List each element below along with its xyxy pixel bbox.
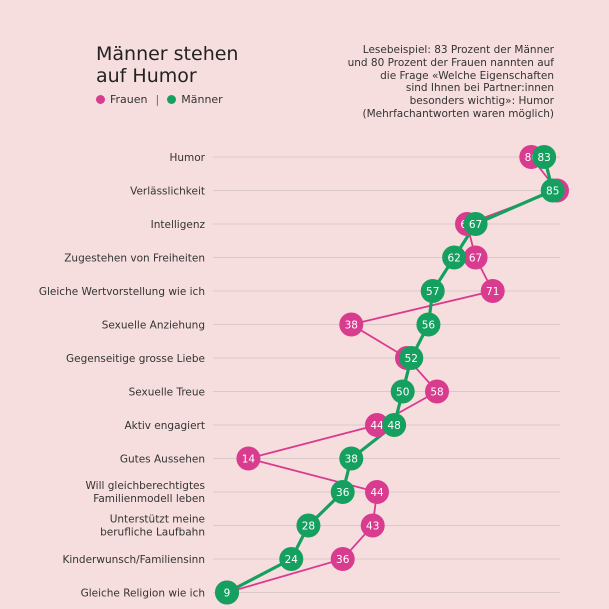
women-data-label: 14 [242, 453, 256, 465]
legend-separator: | [155, 93, 160, 106]
men-data-label: 52 [405, 353, 418, 365]
men-data-label: 67 [469, 219, 482, 231]
women-point [365, 480, 389, 504]
women-series-line [226, 156, 559, 594]
women-data-label: 36 [336, 554, 350, 566]
category-label: Unterstützt meine berufliche Laufbahn [100, 514, 205, 539]
category-label: Intelligenz [151, 219, 206, 231]
men-data-label: 85 [546, 185, 559, 197]
women-data-label: 44 [370, 420, 384, 432]
category-label: Verlässlichkeit [130, 185, 205, 197]
category-label: Sexuelle Treue [129, 386, 205, 398]
legend-men-label: Männer [181, 93, 223, 106]
title-line-1: Männer stehen [96, 43, 239, 65]
women-point [463, 245, 488, 270]
men-data-label: 50 [396, 386, 409, 398]
men-data-label: 83 [537, 152, 550, 164]
men-data-label: 62 [447, 252, 460, 264]
women-data-label: 71 [486, 286, 499, 298]
category-label: Gleiche Religion wie ich [81, 587, 205, 599]
note-line: und 80 Prozent der Frauen nannten auf [347, 56, 554, 69]
legend: Frauen | Männer [96, 93, 223, 106]
men-point [540, 178, 565, 203]
women-point [365, 413, 389, 437]
men-data-label: 56 [422, 319, 436, 331]
men-point [279, 547, 304, 571]
title-line-2: auf Humor [96, 65, 197, 87]
women-point [236, 446, 261, 471]
chart-title: Männer stehen auf Humor [96, 43, 296, 87]
women-data-label: 38 [345, 319, 358, 331]
men-point [339, 446, 364, 471]
women-point [480, 279, 505, 303]
men-data-label: 24 [285, 554, 299, 566]
women-point [360, 513, 385, 538]
men-point [463, 212, 488, 236]
category-label: Will gleichberechtigtes Familienmodell le… [86, 480, 205, 505]
men-point [420, 279, 445, 303]
men-data-label: 9 [224, 587, 231, 599]
women-data-label: 58 [430, 386, 443, 398]
women-point [330, 547, 355, 571]
men-point [296, 513, 321, 538]
women-data-label: 43 [366, 520, 379, 532]
category-label: Gegenseitige grosse Liebe [66, 353, 205, 365]
men-data-label: 38 [345, 453, 358, 465]
men-point [390, 379, 415, 404]
category-label: Gutes Aussehen [120, 453, 205, 465]
women-data-label: 44 [370, 487, 384, 499]
men-point [399, 346, 424, 370]
category-label: Zugestehen von Freiheiten [64, 252, 205, 264]
category-label: Kinderwunsch/Familiensinn [62, 554, 205, 566]
category-label: Aktiv engagiert [124, 420, 205, 432]
reading-example-note: Lesebeispiel: 83 Prozent der Männer und … [314, 44, 554, 121]
note-line: besonders wichtig»: Humor [409, 95, 554, 108]
men-point [532, 145, 557, 169]
men-point [330, 480, 355, 504]
note-line: (Mehrfachantworten waren möglich) [362, 107, 555, 120]
note-line: die Frage «Welche Eigenschaften [380, 69, 554, 82]
note-line: Lesebeispiel: 83 Prozent der Männer [362, 44, 554, 56]
men-series-line [226, 156, 555, 594]
men-data-label: 28 [302, 520, 315, 532]
category-label: Gleiche Wertvorstellung wie ich [39, 286, 205, 298]
women-point [339, 312, 364, 337]
category-label: Humor [169, 152, 205, 164]
category-label: Sexuelle Anziehung [102, 319, 205, 331]
men-point [382, 413, 407, 437]
men-data-label: 48 [387, 420, 400, 432]
men-point [416, 312, 441, 337]
legend-women-dot [96, 95, 105, 104]
women-data-label: 67 [469, 252, 482, 264]
women-point [425, 379, 449, 404]
men-point [442, 245, 467, 270]
men-data-label: 57 [426, 286, 439, 298]
men-point [215, 580, 239, 605]
note-line: sind Ihnen bei Partner:innen [405, 82, 554, 95]
men-data-label: 36 [336, 487, 350, 499]
legend-men-dot [167, 95, 177, 104]
legend-women-label: Frauen [110, 93, 148, 106]
